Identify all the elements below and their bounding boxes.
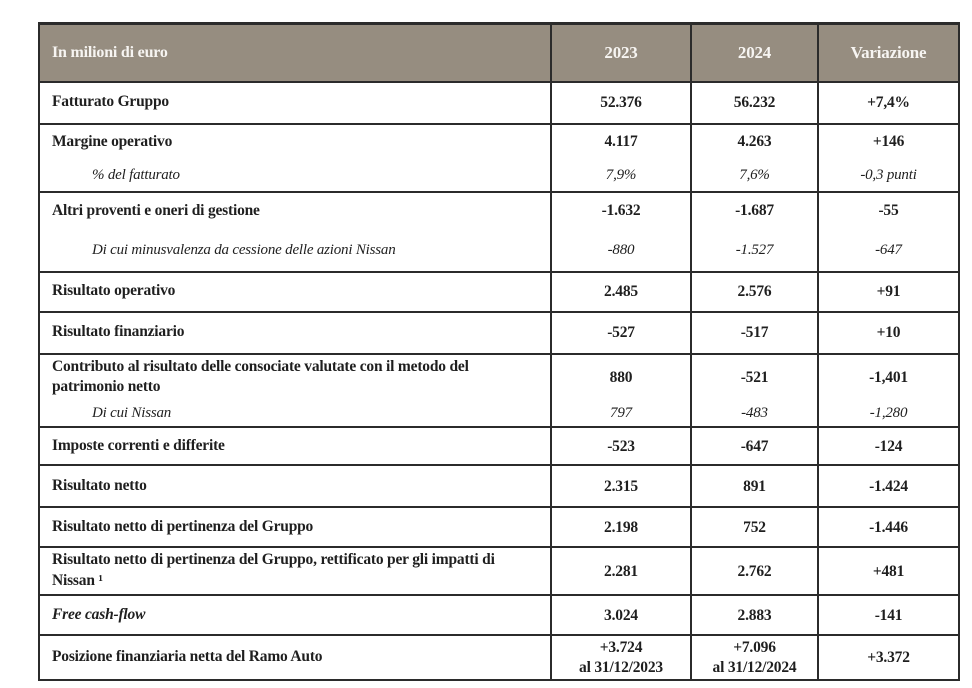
row-label: Posizione finanziaria netta del Ramo Aut… — [39, 634, 551, 680]
cell-variazione: -0,3 punti — [817, 159, 959, 192]
row-label: Altri proventi e oneri di gestione — [39, 190, 551, 230]
cell-2024: -521 — [690, 352, 818, 401]
cell-variazione: +10 — [817, 310, 959, 354]
row-label: Free cash-flow — [39, 594, 551, 636]
cell-variazione: -1.424 — [817, 464, 959, 508]
table-row-risultato-netto: Risultato netto 2.315 891 -1.424 — [39, 464, 959, 508]
cell-2024: 752 — [690, 506, 818, 548]
row-label: Contributo al risultato delle consociate… — [39, 352, 551, 401]
cell-2024: +7.096 al 31/12/2024 — [690, 634, 818, 680]
header-col-variazione: Variazione — [817, 23, 959, 82]
cell-2024: 56.232 — [690, 80, 818, 124]
row-label: Risultato netto di pertinenza del Gruppo — [39, 506, 551, 548]
cell-variazione: -55 — [817, 190, 959, 230]
cell-2023: 797 — [550, 400, 691, 428]
row-label: Risultato netto — [39, 464, 551, 508]
cell-2024: 2.576 — [690, 270, 818, 312]
cell-2024: 7,6% — [690, 159, 818, 192]
cell-2024: -1.527 — [690, 229, 818, 272]
cell-2024: 2.883 — [690, 594, 818, 636]
cell-variazione: -1.446 — [817, 506, 959, 548]
cell-variazione: +3.372 — [817, 634, 959, 680]
row-label: Risultato operativo — [39, 270, 551, 312]
cell-2023: 2.485 — [550, 270, 691, 312]
table-subrow-percent-fatturato: % del fatturato 7,9% 7,6% -0,3 punti — [39, 159, 959, 192]
table-row-fatturato-gruppo: Fatturato Gruppo 52.376 56.232 +7,4% — [39, 80, 959, 124]
table-subrow-di-cui-nissan: Di cui Nissan 797 -483 -1,280 — [39, 400, 959, 428]
header-col-2023: 2023 — [550, 23, 691, 82]
cell-variazione: -647 — [817, 229, 959, 272]
table-row-altri-proventi: Altri proventi e oneri di gestione -1.63… — [39, 190, 959, 230]
cell-variazione: -1,401 — [817, 352, 959, 401]
row-label: % del fatturato — [92, 166, 180, 183]
cell-2023: 4.117 — [550, 122, 691, 160]
row-label: Di cui Nissan — [92, 405, 172, 422]
cell-variazione: -141 — [817, 594, 959, 636]
row-label: Di cui minusvalenza da cessione delle az… — [92, 241, 396, 258]
table-row-free-cash-flow: Free cash-flow 3.024 2.883 -141 — [39, 594, 959, 636]
table-row-risultato-operativo: Risultato operativo 2.485 2.576 +91 — [39, 270, 959, 312]
cell-2024: 2.762 — [690, 546, 818, 596]
cell-2024: -483 — [690, 400, 818, 428]
header-col-2024: 2024 — [690, 23, 818, 82]
table-header-row: In milioni di euro 2023 2024 Variazione — [39, 23, 959, 82]
cell-2024: -647 — [690, 426, 818, 466]
cell-variazione: -1,280 — [817, 400, 959, 428]
cell-2023: 2.281 — [550, 546, 691, 596]
table-row-imposte: Imposte correnti e differite -523 -647 -… — [39, 426, 959, 466]
cell-2024: -517 — [690, 310, 818, 354]
cell-variazione: +91 — [817, 270, 959, 312]
row-label: Risultato finanziario — [39, 310, 551, 354]
row-label: Risultato netto di pertinenza del Gruppo… — [39, 546, 551, 596]
table-row-risultato-netto-gruppo: Risultato netto di pertinenza del Gruppo… — [39, 506, 959, 548]
table-row-contributo-consociate: Contributo al risultato delle consociate… — [39, 352, 959, 401]
cell-2024: -1.687 — [690, 190, 818, 230]
table-subrow-minusvalenza-nissan: Di cui minusvalenza da cessione delle az… — [39, 229, 959, 272]
cell-variazione: +146 — [817, 122, 959, 160]
header-unit-label: In milioni di euro — [39, 23, 551, 82]
cell-2023: -527 — [550, 310, 691, 354]
table-row-risultato-netto-rettificato: Risultato netto di pertinenza del Gruppo… — [39, 546, 959, 596]
table-row-posizione-finanziaria: Posizione finanziaria netta del Ramo Aut… — [39, 634, 959, 680]
cell-2023: +3.724 al 31/12/2023 — [550, 634, 691, 680]
cell-2023: 52.376 — [550, 80, 691, 124]
cell-2023: 3.024 — [550, 594, 691, 636]
table-row-margine-operativo: Margine operativo 4.117 4.263 +146 — [39, 122, 959, 160]
cell-2023: -1.632 — [550, 190, 691, 230]
cell-2024: 4.263 — [690, 122, 818, 160]
cell-2023: -523 — [550, 426, 691, 466]
cell-2023: 2.315 — [550, 464, 691, 508]
cell-2023: 2.198 — [550, 506, 691, 548]
cell-2023: 7,9% — [550, 159, 691, 192]
cell-variazione: -124 — [817, 426, 959, 466]
cell-2023: -880 — [550, 229, 691, 272]
table-row-risultato-finanziario: Risultato finanziario -527 -517 +10 — [39, 310, 959, 354]
cell-2024: 891 — [690, 464, 818, 508]
financial-results-table: In milioni di euro 2023 2024 Variazione … — [38, 22, 960, 681]
cell-2023: 880 — [550, 352, 691, 401]
cell-variazione: +7,4% — [817, 80, 959, 124]
cell-variazione: +481 — [817, 546, 959, 596]
row-label: Imposte correnti e differite — [39, 426, 551, 466]
row-label: Fatturato Gruppo — [39, 80, 551, 124]
row-label: Margine operativo — [39, 122, 551, 160]
